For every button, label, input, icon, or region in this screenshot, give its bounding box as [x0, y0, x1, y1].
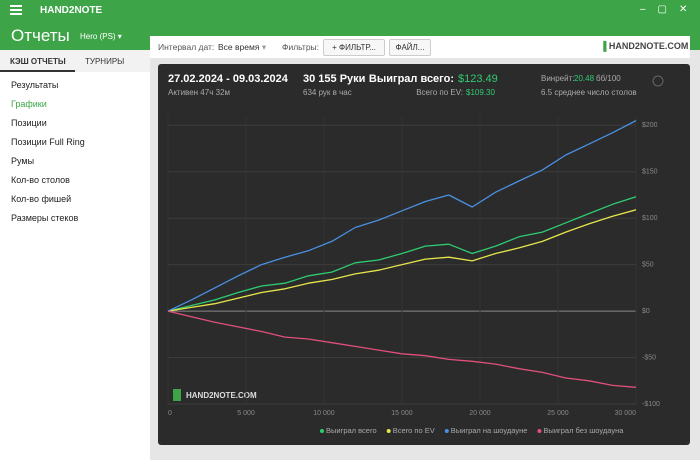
y-tick-label: $0: [642, 308, 650, 315]
date-range: 27.02.2024 - 09.03.2024: [168, 73, 289, 85]
window-controls[interactable]: –▢✕: [640, 4, 700, 15]
x-tick-label: 25 000: [547, 410, 569, 417]
page-title: Отчеты: [11, 26, 70, 45]
y-tick-label: -$100: [642, 401, 660, 408]
x-tick-label: 5 000: [237, 410, 255, 417]
legend-item: Выиграл на шоудауне: [444, 426, 528, 435]
nav-item[interactable]: Кол-во столов: [11, 175, 70, 185]
filter-text: ФИЛЬТР...: [338, 43, 376, 52]
settings-icon[interactable]: [652, 75, 664, 87]
logo-text: HAND2NOTE.COM: [608, 41, 689, 51]
series-line: [167, 310, 637, 388]
legend-swatch: [320, 429, 324, 433]
date-value: Все время: [218, 42, 260, 52]
legend-item: Выиграл без шоудауна: [537, 426, 624, 435]
series-line: [167, 120, 637, 312]
nav-item[interactable]: Кол-во фишей: [11, 194, 72, 204]
tab[interactable]: КЭШ ОТЧЕТЫ: [10, 57, 66, 66]
legend-item: Выиграл всего: [320, 426, 377, 435]
series-line: [167, 209, 637, 312]
y-tick-label: $150: [642, 169, 658, 176]
filters-label: Фильтры:: [282, 42, 320, 52]
ev-value: $109.30: [466, 88, 495, 97]
nav-item[interactable]: Размеры стеков: [11, 213, 79, 223]
hands-per-hour: 634 рук в час: [303, 88, 352, 97]
menu-icon[interactable]: [10, 5, 22, 15]
x-tick-label: 30 000: [615, 410, 637, 417]
toolbar: Интервал дат: Все время ▾ Фильтры: + ФИЛ…: [150, 36, 690, 58]
player-select[interactable]: Hero (PS) ▾: [80, 32, 122, 41]
y-tick-label: $100: [642, 215, 658, 222]
filter-button[interactable]: + ФИЛЬТР...: [323, 39, 385, 56]
won-value: $123.49: [458, 73, 498, 85]
legend-swatch: [444, 429, 449, 433]
x-tick-label: 10 000: [313, 410, 335, 417]
tabs: КЭШ ОТЧЕТЫ ТУРНИРЫ: [0, 50, 150, 72]
file-button[interactable]: ФАЙЛ...: [389, 39, 431, 56]
legend-label: Выиграл на шоудауне: [451, 426, 528, 435]
nav-item[interactable]: Результаты: [11, 80, 59, 90]
nav-item[interactable]: Позиции: [11, 118, 47, 128]
y-tick-label: $200: [642, 122, 658, 129]
legend-item: Всего по EV: [386, 426, 435, 435]
nav-item[interactable]: Позиции Full Ring: [11, 137, 85, 147]
tab[interactable]: ТУРНИРЫ: [85, 57, 125, 66]
nav-item[interactable]: Графики: [11, 99, 47, 109]
active-time: Активен 47ч 32м: [168, 88, 230, 97]
x-tick-label: 20 000: [469, 410, 491, 417]
legend-label: Выиграл всего: [326, 426, 377, 435]
app-title: HAND2NOTE: [40, 5, 103, 16]
legend-swatch: [537, 429, 542, 433]
nav-item[interactable]: Румы: [11, 156, 35, 166]
winrate-unit: бб/100: [596, 74, 621, 83]
winrate-value: 20.48: [574, 74, 595, 83]
sidebar: КЭШ ОТЧЕТЫ ТУРНИРЫ Результаты Графики По…: [0, 50, 150, 460]
ev-label: Всего по EV:: [416, 88, 463, 97]
hands: 30 155 Руки: [303, 73, 365, 85]
file-text: ФАЙЛ...: [395, 43, 425, 52]
y-tick-label: -$50: [642, 354, 656, 361]
y-tick-label: $50: [642, 261, 654, 268]
player-name: Hero (PS): [80, 32, 116, 41]
legend-label: Выиграл без шоудауна: [543, 426, 624, 435]
watermark-icon: [173, 389, 181, 401]
date-select[interactable]: Все время ▾: [218, 42, 267, 52]
winrate-label: Винрейт:: [541, 74, 574, 83]
title-bar: HAND2NOTE –▢✕: [0, 0, 700, 22]
panel-bg: [158, 64, 690, 445]
legend-label: Всего по EV: [393, 426, 435, 435]
logo: ▐ HAND2NOTE.COM: [600, 41, 689, 51]
won-label: Выиграл всего:: [369, 73, 454, 85]
tables: 6.5 среднее число столов: [541, 88, 637, 97]
x-tick-label: 15 000: [391, 410, 413, 417]
x-tick-label: 0: [168, 410, 172, 417]
tab-underline: [0, 70, 75, 72]
watermark: HAND2NOTE.COM: [186, 391, 257, 400]
legend-swatch: [386, 429, 391, 433]
series-line: [167, 196, 637, 312]
chart-panel: 27.02.2024 - 09.03.2024 Активен 47ч 32м …: [158, 64, 690, 445]
date-label: Интервал дат:: [158, 42, 215, 52]
